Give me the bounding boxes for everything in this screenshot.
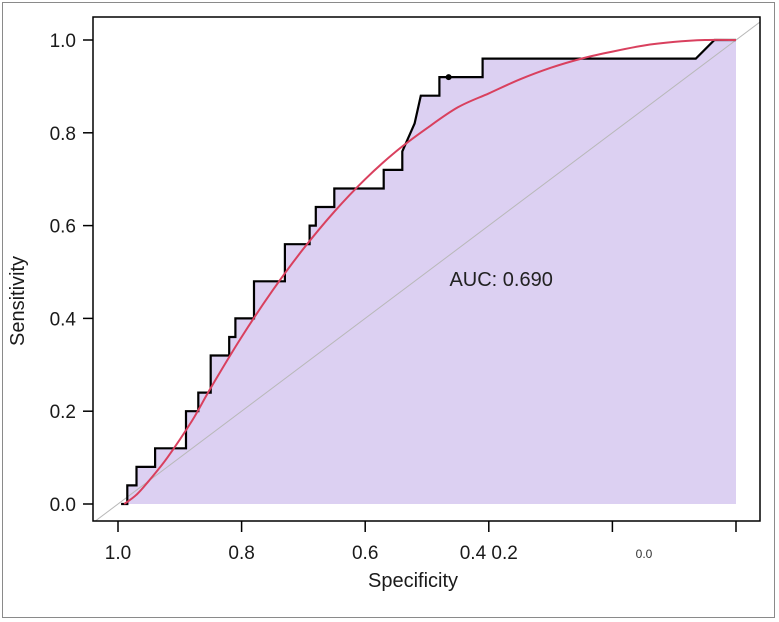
auc-annotation: AUC: 0.690 [449, 269, 552, 291]
x-tick-label: 0.8 [228, 543, 254, 564]
y-axis: 0.0 0.2 0.4 0.6 0.8 1.0 [50, 31, 93, 516]
x-axis-title: Specificity [368, 570, 458, 592]
y-tick-label: 0.2 [50, 402, 76, 423]
plot-area-border [92, 16, 761, 522]
operating-point [445, 74, 452, 81]
y-tick-label: 0.4 [50, 309, 77, 330]
x-tick-label: 1.0 [105, 543, 131, 564]
smoothed-roc-line [123, 38, 737, 505]
y-tick-label: 1.0 [50, 31, 76, 52]
x-axis: 1.0 0.8 0.6 0.4 0.2 0.0 [105, 521, 737, 564]
y-tick-label: 0.0 [50, 495, 76, 516]
x-tick-label: 0.0 [636, 547, 653, 561]
x-tick-label: 0.4 0.2 [460, 543, 518, 564]
y-axis-title: Sensitivity [7, 256, 29, 346]
chance-diagonal [94, 21, 760, 521]
y-tick-label: 0.6 [50, 217, 76, 238]
y-tick-label: 0.8 [50, 124, 76, 145]
empirical-roc-line [121, 38, 736, 506]
x-tick-label: 0.6 [352, 543, 378, 564]
